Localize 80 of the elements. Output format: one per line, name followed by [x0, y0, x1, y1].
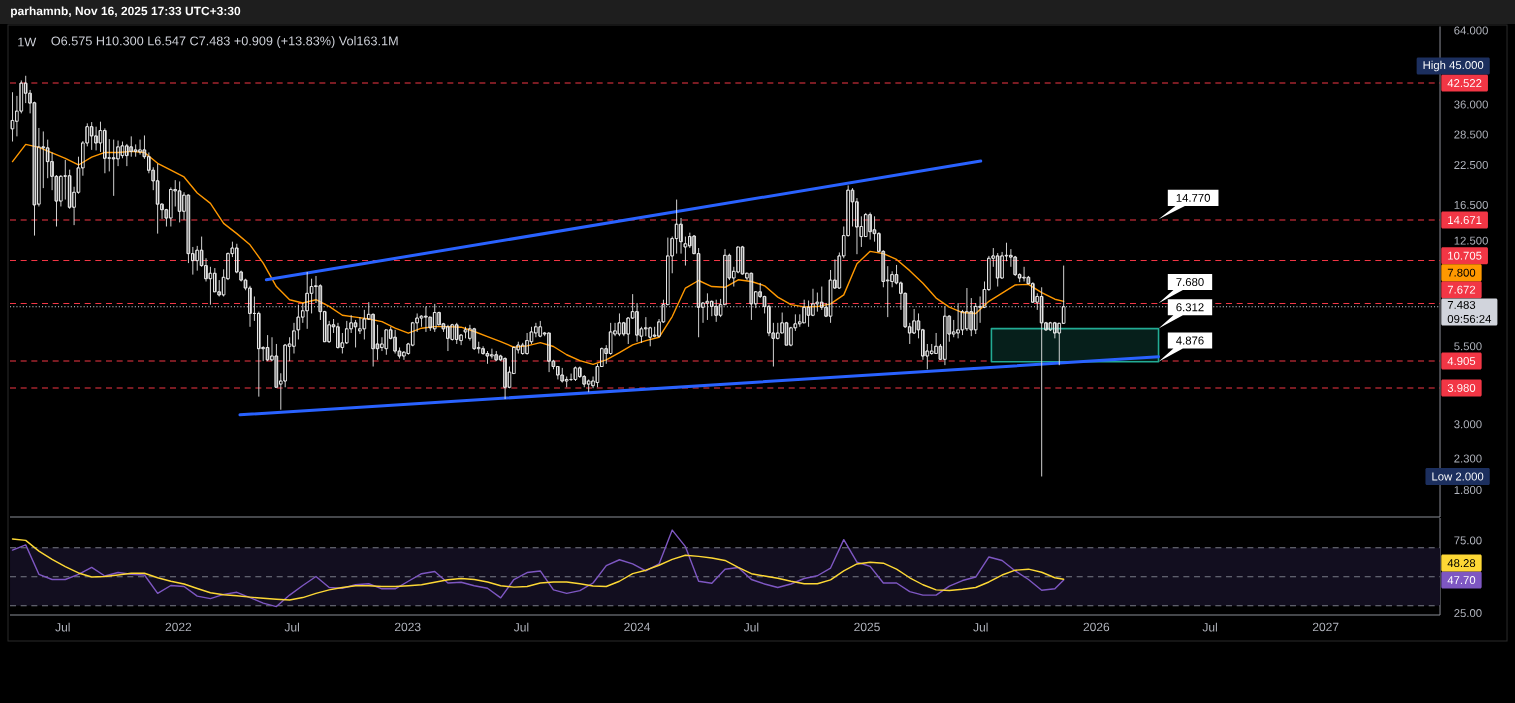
candlestick [617, 312, 622, 337]
ref-line-label: 3.980 [1447, 383, 1476, 392]
candlestick [485, 350, 490, 365]
x-tick-label: Jul [743, 622, 759, 632]
candlestick [384, 329, 389, 356]
candlestick [490, 348, 494, 360]
candlestick [560, 367, 565, 383]
text: 47.70 [1447, 576, 1476, 585]
candlestick [965, 287, 969, 332]
annotation: 4.876 [1176, 336, 1204, 345]
y-tick-label: 5.500 [1454, 342, 1482, 351]
text: 09:56:24 [1447, 314, 1492, 323]
y-tick-label: 2.300 [1454, 454, 1482, 463]
x-tick-label: 2024 [624, 622, 651, 632]
text: 1W [18, 37, 37, 47]
candlestick [336, 322, 340, 350]
x-tick-label: 2022 [165, 622, 192, 632]
candlestick [1039, 286, 1044, 477]
x-tick-label: 2023 [394, 622, 421, 632]
y-tick-label: 25.00 [1454, 609, 1482, 618]
annotation: 6.312 [1176, 303, 1204, 312]
candlestick [89, 121, 94, 151]
candlestick [111, 139, 116, 197]
candlestick [956, 302, 960, 339]
x-tick-label: Jul [513, 622, 529, 632]
candlestick [586, 379, 591, 393]
candlestick [538, 320, 543, 338]
annotation: High 45.000 [1423, 60, 1484, 72]
text: O6.575 H10.300 L6.547 C7.483 +0.909 (+13.83%) Vol163.1M [51, 36, 398, 48]
candlestick [463, 326, 468, 339]
text: 48.28 [1447, 559, 1476, 568]
y-tick-label: 12.500 [1454, 236, 1488, 245]
annotation: 7.680 [1176, 278, 1204, 287]
candlestick [424, 305, 428, 333]
text: 7.800 [1447, 268, 1476, 277]
x-tick-label: Jul [1202, 622, 1217, 632]
candlestick [446, 324, 450, 352]
ref-line-label: 10.705 [1448, 251, 1482, 260]
y-tick-label: 3.000 [1454, 420, 1482, 429]
ref-line-label: 42.522 [1447, 79, 1482, 88]
candlestick [995, 252, 1000, 287]
y-tick-label: 16.500 [1454, 200, 1488, 209]
x-tick-label: Jul [284, 622, 299, 632]
text: parhamnb, Nov 16, 2025 17:33 UTC+3:30 [11, 6, 241, 18]
candlestick [573, 366, 578, 382]
candlestick [705, 292, 710, 321]
candlestick [94, 126, 98, 151]
y-tick-label: 64.000 [1454, 26, 1488, 35]
candlestick [749, 272, 754, 321]
ref-line-label: 7.672 [1447, 285, 1476, 294]
x-tick-label: 2027 [1312, 622, 1339, 632]
y-tick-label: 36.000 [1454, 100, 1488, 109]
x-tick-label: 2026 [1083, 622, 1110, 632]
candlestick [547, 332, 551, 373]
candlestick [494, 350, 499, 362]
ref-line-label: 7.483 [1447, 300, 1476, 309]
y-tick-label: 75.00 [1454, 536, 1482, 545]
candlestick [943, 305, 947, 366]
y-tick-label: 1.800 [1454, 486, 1482, 495]
x-tick-label: Jul [55, 622, 70, 632]
x-tick-label: 2025 [854, 622, 880, 632]
x-tick-label: Jul [973, 622, 988, 632]
candlestick [353, 319, 358, 348]
candlestick [10, 91, 15, 142]
candlestick [177, 181, 182, 223]
candlestick [265, 334, 270, 362]
candlestick [432, 303, 437, 333]
line-series [11, 143, 1065, 366]
ref-line-label: 14.671 [1448, 216, 1482, 225]
ref-line-label: 4.905 [1447, 357, 1476, 366]
candlestick [155, 163, 160, 235]
candlestick [472, 327, 477, 351]
line-series [11, 529, 1065, 608]
annotation: Low 2.000 [1432, 472, 1484, 481]
candlestick [740, 245, 745, 276]
annotation: 14.770 [1176, 193, 1211, 202]
y-tick-label: 28.500 [1454, 130, 1488, 139]
candlestick [503, 356, 507, 400]
candlestick [454, 322, 459, 345]
y-tick-label: 22.500 [1454, 160, 1488, 169]
